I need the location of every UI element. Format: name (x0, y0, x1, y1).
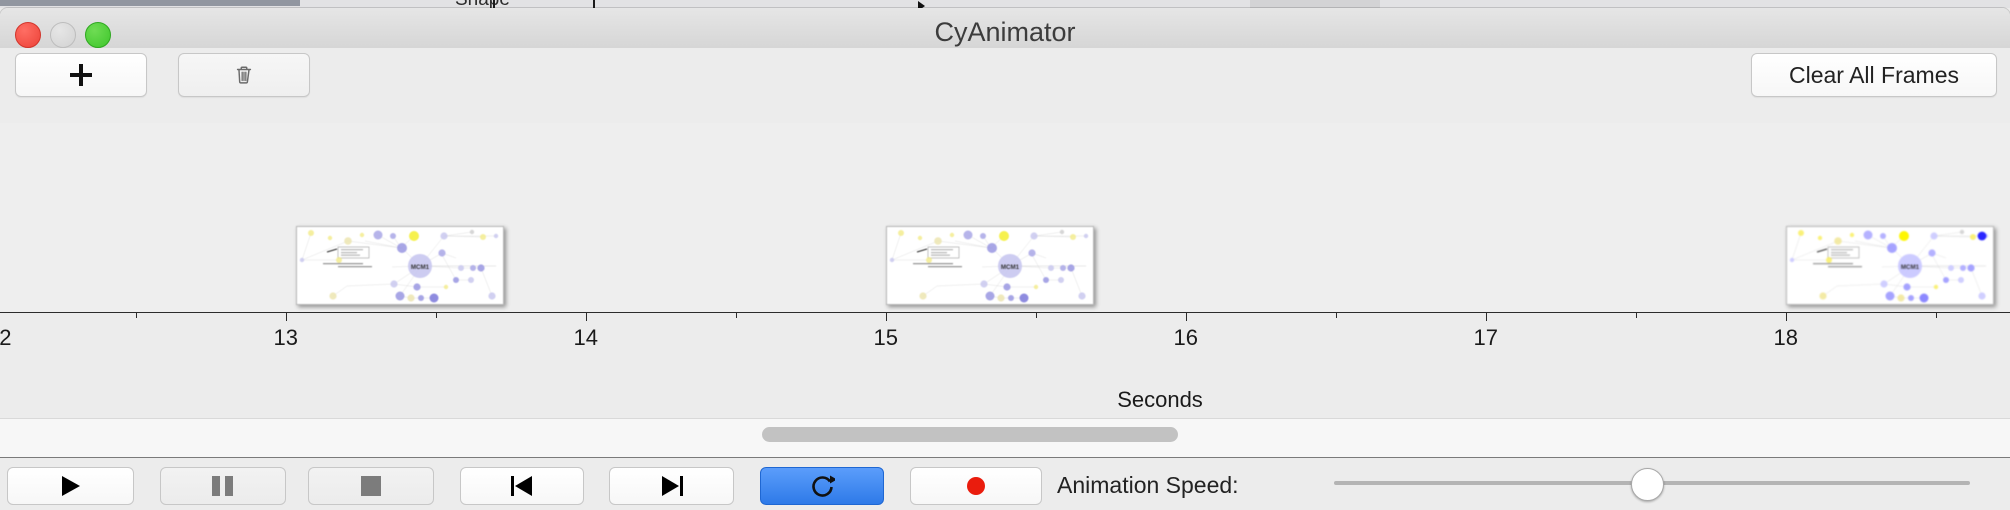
svg-text:MCM1: MCM1 (411, 264, 430, 271)
svg-text:MCM1: MCM1 (1001, 264, 1020, 271)
svg-text:MCM1: MCM1 (1901, 264, 1920, 271)
